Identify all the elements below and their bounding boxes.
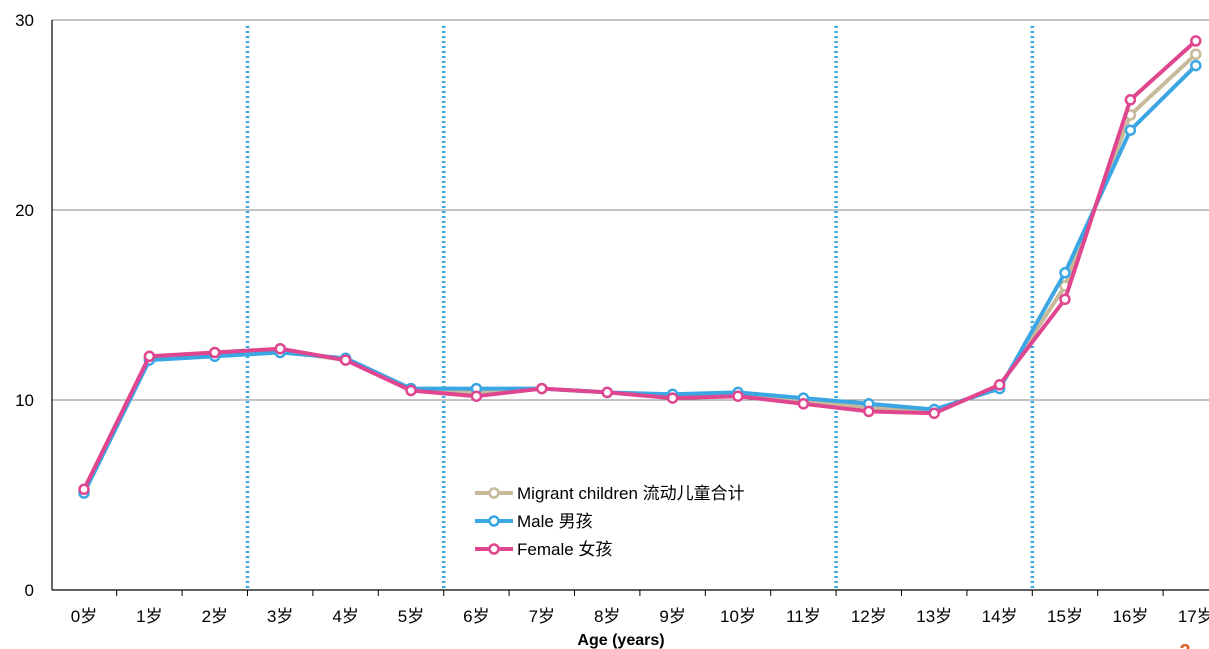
legend-swatch-marker bbox=[488, 487, 500, 499]
x-tick-labels: 0岁 1岁 2岁 3岁 4岁 5岁 6岁 7岁 8岁 9岁 10岁 11岁 12岁 13岁 14岁 15岁 16… bbox=[71, 607, 1209, 626]
x-tick-label: 11岁 bbox=[786, 607, 821, 626]
data-point bbox=[143, 350, 156, 363]
data-point bbox=[274, 342, 286, 355]
data-point bbox=[536, 382, 548, 395]
y-tick-label: 20 bbox=[15, 201, 34, 220]
x-tick-label: 4岁 bbox=[332, 607, 358, 626]
axes bbox=[51, 20, 1209, 596]
data-point bbox=[863, 405, 875, 418]
legend-item: Female 女孩 bbox=[475, 540, 612, 559]
data-point bbox=[666, 392, 679, 404]
legend-item: Male 男孩 bbox=[475, 512, 593, 531]
y-tick-labels: 0 10 20 30 bbox=[15, 11, 34, 600]
x-tick-label: 13岁 bbox=[916, 607, 952, 626]
series-lines bbox=[78, 35, 1202, 499]
x-tick-label: 10岁 bbox=[720, 607, 756, 626]
x-tick-label: 17岁 bbox=[1178, 607, 1209, 626]
x-axis-title: Age (years) bbox=[577, 632, 664, 649]
x-tick-label: 16岁 bbox=[1112, 607, 1148, 626]
data-point bbox=[601, 386, 613, 399]
data-point bbox=[732, 390, 744, 402]
data-point bbox=[1124, 94, 1137, 106]
x-tick-label: 6岁 bbox=[463, 607, 489, 626]
data-point bbox=[993, 379, 1006, 391]
data-point bbox=[405, 384, 417, 397]
data-point bbox=[1190, 59, 1202, 72]
y-tick-label: 10 bbox=[15, 391, 34, 410]
x-tick-label: 9岁 bbox=[659, 607, 685, 626]
gridlines bbox=[52, 19, 1209, 401]
x-tick-label: 12岁 bbox=[851, 607, 887, 626]
legend-item: Migrant children 流动儿童合计 bbox=[475, 484, 745, 503]
x-tick-label: 8岁 bbox=[594, 607, 620, 626]
y-tick-label: 30 bbox=[15, 11, 34, 30]
legend-swatch-marker bbox=[488, 543, 500, 555]
legend-swatch-marker bbox=[488, 515, 500, 527]
legend-label: Migrant children 流动儿童合计 bbox=[517, 484, 745, 503]
y-tick-label: 0 bbox=[25, 581, 34, 600]
x-tick-label: 0岁 bbox=[71, 607, 97, 626]
x-tick-label: 5岁 bbox=[398, 607, 424, 626]
data-point bbox=[1190, 35, 1202, 47]
data-point bbox=[1059, 266, 1071, 279]
legend-label: Female 女孩 bbox=[517, 540, 612, 559]
data-point bbox=[78, 483, 90, 496]
data-point bbox=[1190, 48, 1202, 60]
data-point bbox=[339, 354, 352, 366]
series-2 bbox=[78, 35, 1202, 496]
x-tick-label: 14岁 bbox=[982, 607, 1018, 626]
data-point bbox=[1059, 293, 1071, 306]
legend-label: Male 男孩 bbox=[517, 512, 593, 531]
data-point bbox=[470, 390, 483, 402]
x-tick-label: 7岁 bbox=[529, 607, 555, 626]
page-number: 2 bbox=[1179, 641, 1190, 649]
series-line bbox=[82, 64, 1198, 494]
x-tick-label: 15岁 bbox=[1047, 607, 1083, 626]
x-tick-label: 3岁 bbox=[267, 607, 293, 626]
data-point bbox=[1124, 124, 1137, 136]
data-point bbox=[928, 407, 940, 420]
x-tick-label: 2岁 bbox=[202, 607, 228, 626]
legend: Migrant children 流动儿童合计 Male 男孩 Female 女孩 bbox=[475, 484, 745, 559]
series-line bbox=[82, 52, 1198, 493]
data-point bbox=[797, 398, 810, 410]
vertical-markers bbox=[245, 26, 1035, 590]
x-tick-label: 1岁 bbox=[136, 607, 162, 626]
series-line bbox=[82, 39, 1198, 491]
data-point bbox=[209, 346, 221, 359]
